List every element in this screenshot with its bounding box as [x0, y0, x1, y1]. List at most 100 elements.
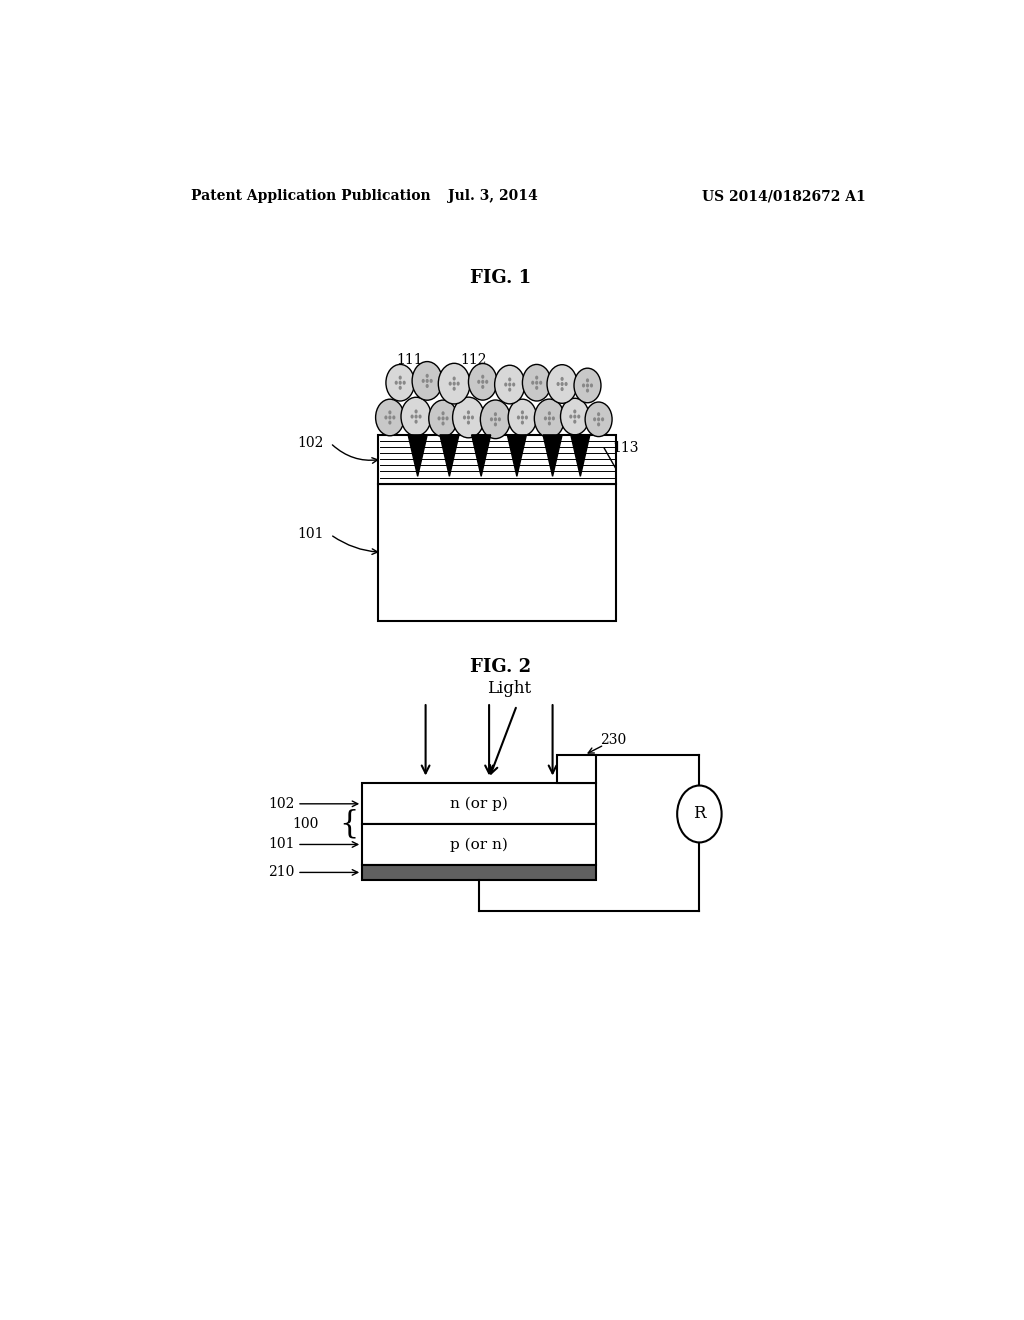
Circle shape — [560, 381, 563, 385]
Circle shape — [494, 412, 497, 416]
Circle shape — [677, 785, 722, 842]
Circle shape — [544, 416, 547, 421]
Polygon shape — [543, 434, 562, 477]
Text: Jul. 3, 2014: Jul. 3, 2014 — [449, 189, 538, 203]
Circle shape — [512, 383, 515, 387]
Circle shape — [548, 421, 551, 425]
Circle shape — [376, 399, 404, 436]
Circle shape — [467, 416, 470, 420]
Bar — [362, 865, 596, 880]
Circle shape — [429, 400, 458, 437]
Circle shape — [422, 379, 425, 383]
Circle shape — [586, 379, 589, 383]
Polygon shape — [570, 434, 590, 477]
Circle shape — [508, 383, 511, 387]
Circle shape — [574, 368, 601, 403]
Circle shape — [494, 417, 497, 421]
Circle shape — [536, 385, 539, 389]
Circle shape — [471, 416, 474, 420]
Circle shape — [560, 387, 563, 391]
Circle shape — [441, 412, 444, 416]
Circle shape — [556, 381, 560, 385]
Circle shape — [477, 380, 480, 384]
Circle shape — [535, 399, 564, 438]
Circle shape — [398, 376, 401, 380]
Circle shape — [552, 416, 555, 421]
Text: 101: 101 — [268, 837, 295, 851]
Text: 230: 230 — [600, 733, 627, 747]
Circle shape — [597, 422, 600, 426]
Circle shape — [586, 388, 589, 392]
Circle shape — [398, 380, 401, 384]
Circle shape — [411, 414, 414, 418]
Circle shape — [485, 380, 488, 384]
Circle shape — [531, 380, 535, 384]
Circle shape — [449, 381, 452, 385]
Circle shape — [467, 411, 470, 414]
Circle shape — [481, 380, 484, 384]
Circle shape — [394, 380, 397, 384]
Circle shape — [590, 383, 593, 388]
Circle shape — [426, 379, 429, 383]
Circle shape — [386, 364, 415, 401]
Text: {: { — [339, 809, 358, 840]
Text: Light: Light — [486, 680, 531, 697]
Circle shape — [388, 411, 391, 414]
Text: 100: 100 — [292, 817, 318, 832]
Circle shape — [445, 416, 449, 421]
Circle shape — [463, 416, 466, 420]
Circle shape — [521, 411, 524, 414]
Circle shape — [402, 380, 406, 384]
Text: 210: 210 — [268, 866, 295, 879]
Text: FIG. 1: FIG. 1 — [470, 269, 531, 288]
Circle shape — [539, 380, 543, 384]
Circle shape — [521, 421, 524, 425]
Text: Patent Application Publication: Patent Application Publication — [191, 189, 431, 203]
Text: 113: 113 — [612, 441, 639, 455]
Circle shape — [453, 397, 484, 438]
Circle shape — [536, 376, 539, 380]
Bar — [378, 434, 616, 483]
Circle shape — [597, 412, 600, 416]
Circle shape — [498, 417, 501, 421]
Circle shape — [401, 397, 431, 436]
Circle shape — [560, 378, 563, 381]
Text: US 2014/0182672 A1: US 2014/0182672 A1 — [702, 189, 866, 203]
Circle shape — [547, 364, 578, 404]
Circle shape — [453, 376, 456, 380]
Text: n (or p): n (or p) — [451, 796, 508, 810]
Circle shape — [585, 403, 612, 437]
Circle shape — [437, 416, 440, 421]
Circle shape — [398, 385, 401, 389]
Circle shape — [384, 416, 387, 420]
Polygon shape — [409, 434, 427, 477]
Circle shape — [481, 375, 484, 379]
Circle shape — [441, 421, 444, 425]
Circle shape — [441, 416, 444, 421]
Circle shape — [426, 384, 429, 388]
Circle shape — [481, 385, 484, 389]
Text: R: R — [693, 805, 706, 822]
Circle shape — [573, 420, 577, 424]
Circle shape — [495, 366, 525, 404]
Circle shape — [489, 417, 494, 421]
Circle shape — [388, 421, 391, 425]
Circle shape — [517, 416, 520, 420]
Circle shape — [508, 378, 511, 381]
Circle shape — [524, 416, 528, 420]
Circle shape — [419, 414, 422, 418]
Circle shape — [504, 383, 507, 387]
Circle shape — [601, 417, 604, 421]
Bar — [378, 483, 616, 620]
Circle shape — [412, 362, 442, 400]
Text: FIG. 2: FIG. 2 — [470, 657, 531, 676]
Circle shape — [569, 414, 572, 418]
Bar — [362, 824, 596, 865]
Text: 101: 101 — [297, 528, 324, 541]
Circle shape — [586, 383, 589, 388]
Circle shape — [578, 414, 581, 418]
Circle shape — [597, 417, 600, 421]
Circle shape — [548, 412, 551, 416]
Circle shape — [426, 374, 429, 378]
Circle shape — [548, 416, 551, 421]
